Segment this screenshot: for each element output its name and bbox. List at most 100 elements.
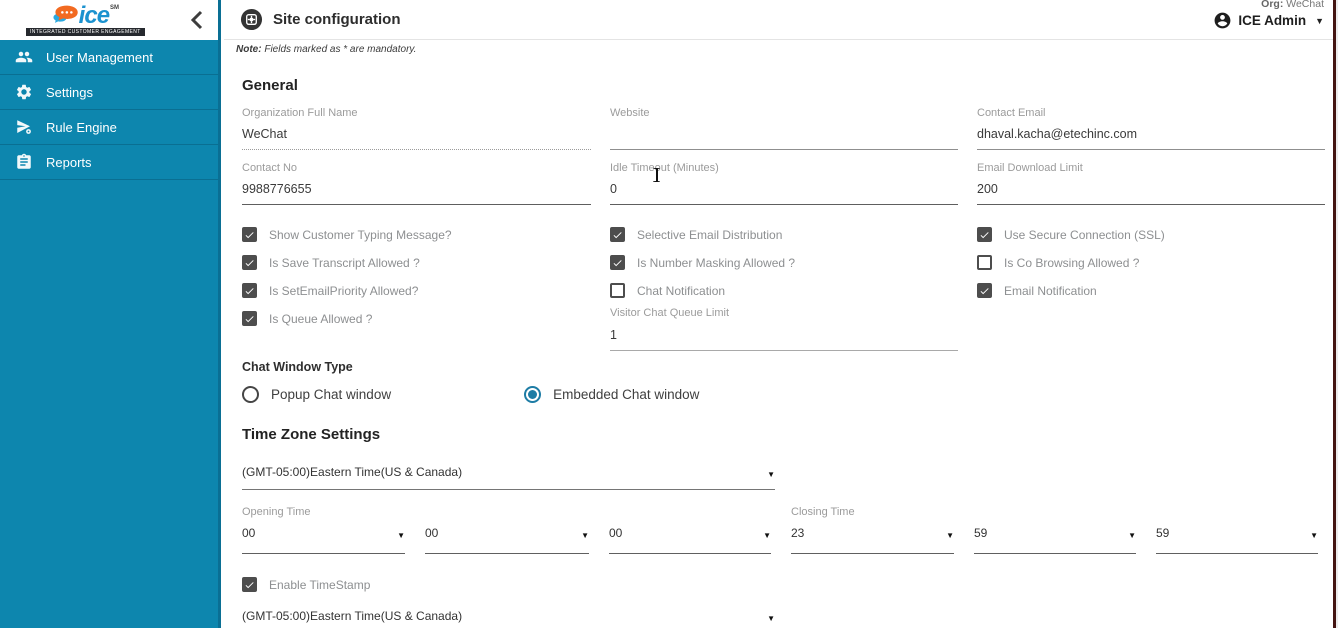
sidebar-item-label: Rule Engine [46, 119, 117, 135]
field-label: Contact No [242, 162, 298, 174]
checkbox-number-masking[interactable]: Is Number Masking Allowed ? [610, 255, 958, 270]
checkbox[interactable] [610, 283, 625, 298]
checkbox[interactable] [610, 255, 625, 270]
topbar: Site configuration Org: WeChat ICE Admin… [224, 0, 1338, 40]
user-name: ICE Admin [1238, 13, 1307, 28]
field-value: dhaval.kacha@etechinc.com [977, 127, 1137, 141]
sidebar-item-rule-engine[interactable]: Rule Engine [0, 110, 218, 145]
opening-second-select[interactable]: 00 ▼ [609, 526, 771, 554]
field-label: Idle Timeout (Minutes) [610, 162, 719, 174]
timestamp-timezone-select[interactable]: (GMT-05:00)Eastern Time(US & Canada) ▼ [242, 609, 775, 628]
select-value: 00 [609, 526, 623, 540]
select-value: 00 [425, 526, 439, 540]
account-circle-icon [1214, 12, 1231, 29]
org-indicator: Org: WeChat [1261, 0, 1324, 10]
email-download-limit-field[interactable]: Email Download Limit 200 [977, 162, 1325, 205]
organization-full-name-field[interactable]: Organization Full Name WeChat [242, 107, 591, 150]
select-value: 23 [791, 526, 805, 540]
dropdown-arrow-icon: ▼ [946, 531, 954, 540]
checkbox[interactable] [242, 255, 257, 270]
org-label: Org: [1261, 0, 1284, 10]
checkbox[interactable] [242, 577, 257, 592]
radio-label: Embedded Chat window [553, 387, 700, 402]
dropdown-arrow-icon: ▼ [1128, 531, 1136, 540]
checkbox[interactable] [242, 283, 257, 298]
dropdown-arrow-icon: ▼ [767, 614, 775, 623]
gear-icon [15, 83, 33, 101]
timezone-heading: Time Zone Settings [242, 426, 381, 443]
checkbox-label: Use Secure Connection (SSL) [1004, 227, 1165, 242]
ice-logo: ice SM INTEGRATED CUSTOMER ENGAGEMENT [26, 3, 145, 36]
visitor-chat-queue-limit-field[interactable]: Visitor Chat Queue Limit 1 [610, 307, 958, 351]
checkbox-use-secure-connection[interactable]: Use Secure Connection (SSL) [977, 227, 1325, 242]
contact-email-field[interactable]: Contact Email dhaval.kacha@etechinc.com [977, 107, 1325, 150]
checkbox[interactable] [977, 283, 992, 298]
chevron-left-icon [190, 10, 203, 30]
field-value [610, 127, 958, 142]
checkbox[interactable] [242, 227, 257, 242]
closing-second-select[interactable]: 59 ▼ [1156, 526, 1318, 554]
sidebar-item-settings[interactable]: Settings [0, 75, 218, 110]
sidebar-item-label: Settings [46, 84, 93, 100]
closing-hour-select[interactable]: 23 ▼ [791, 526, 954, 554]
checkbox-label: Is Number Masking Allowed ? [637, 255, 796, 270]
radio-button[interactable] [524, 386, 542, 403]
logo-area: ice SM INTEGRATED CUSTOMER ENGAGEMENT [0, 0, 218, 40]
checkbox-label: Is Queue Allowed ? [269, 311, 373, 326]
general-heading: General [242, 77, 298, 94]
sidebar-item-user-management[interactable]: User Management [0, 40, 218, 75]
radio-popup-chat-window[interactable]: Popup Chat window [242, 386, 391, 403]
logo-chat-bubbles-icon [53, 5, 78, 23]
field-value: 0 [610, 182, 617, 196]
sidebar: ice SM INTEGRATED CUSTOMER ENGAGEMENT Us… [0, 0, 221, 628]
checkbox-email-notification[interactable]: Email Notification [977, 283, 1325, 298]
opening-minute-select[interactable]: 00 ▼ [425, 526, 589, 554]
radio-button[interactable] [242, 386, 259, 403]
select-value: (GMT-05:00)Eastern Time(US & Canada) [242, 609, 463, 623]
checkbox[interactable] [977, 227, 992, 242]
checkbox-label: Enable TimeStamp [269, 577, 371, 592]
closing-minute-select[interactable]: 59 ▼ [974, 526, 1136, 554]
checkbox-co-browsing[interactable]: Is Co Browsing Allowed ? [977, 255, 1325, 270]
dropdown-arrow-icon: ▼ [581, 531, 589, 540]
field-label: Website [610, 107, 650, 119]
field-label: Visitor Chat Queue Limit [610, 307, 730, 319]
field-label: Email Download Limit [977, 162, 1083, 174]
sidebar-collapse-button[interactable] [190, 10, 204, 30]
people-icon [15, 48, 33, 66]
checkbox-save-transcript[interactable]: Is Save Transcript Allowed ? [242, 255, 591, 270]
checkbox-queue-allowed[interactable]: Is Queue Allowed ? [242, 311, 591, 326]
select-value: 00 [242, 526, 256, 540]
closing-time-label: Closing Time [791, 506, 855, 518]
checkbox[interactable] [242, 311, 257, 326]
checkbox-selective-email-distribution[interactable]: Selective Email Distribution [610, 227, 958, 242]
user-menu[interactable]: ICE Admin ▼ [1213, 11, 1324, 30]
sidebar-item-label: User Management [46, 49, 153, 65]
website-field[interactable]: Website [610, 107, 958, 150]
checkbox[interactable] [610, 227, 625, 242]
checkbox-label: Show Customer Typing Message? [269, 227, 452, 242]
logo-sm: SM [110, 4, 120, 11]
radio-label: Popup Chat window [271, 387, 392, 402]
checkbox-setemailpriority[interactable]: Is SetEmailPriority Allowed? [242, 283, 591, 298]
org-value: WeChat [1286, 0, 1324, 10]
checkbox-enable-timestamp[interactable]: Enable TimeStamp [242, 577, 1325, 592]
checkbox-label: Is Co Browsing Allowed ? [1004, 255, 1140, 270]
idle-timeout-field[interactable]: Idle Timeout (Minutes) 0 [610, 162, 958, 205]
checkbox[interactable] [977, 255, 992, 270]
rule-engine-flag-icon [15, 118, 33, 136]
sidebar-item-label: Reports [46, 154, 92, 170]
note-prefix: Note: [236, 44, 262, 55]
opening-hour-select[interactable]: 00 ▼ [242, 526, 405, 554]
field-value: WeChat [242, 127, 287, 141]
dropdown-arrow-icon: ▼ [767, 470, 775, 479]
field-label: Contact Email [977, 107, 1046, 119]
checkbox-show-customer-typing[interactable]: Show Customer Typing Message? [242, 227, 591, 242]
checkbox-chat-notification[interactable]: Chat Notification [610, 283, 958, 298]
timezone-select[interactable]: (GMT-05:00)Eastern Time(US & Canada) ▼ [242, 465, 775, 490]
sidebar-item-reports[interactable]: Reports [0, 145, 218, 180]
radio-embedded-chat-window[interactable]: Embedded Chat window [524, 386, 699, 403]
checkbox-label: Is Save Transcript Allowed ? [269, 255, 420, 270]
opening-time-label: Opening Time [242, 506, 311, 518]
contact-no-field[interactable]: Contact No 9988776655 [242, 162, 591, 205]
